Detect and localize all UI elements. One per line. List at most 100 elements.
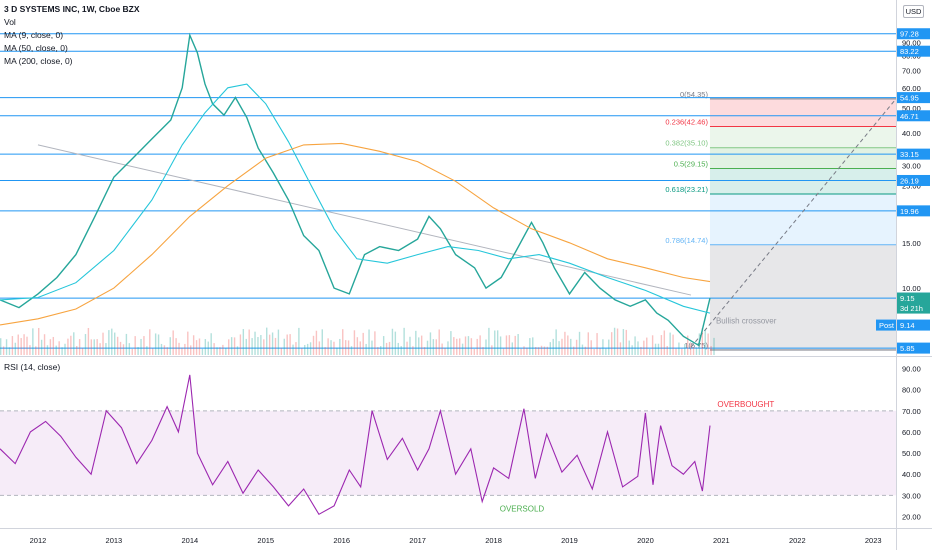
volume-bar [58,341,60,355]
level-tag [897,110,930,122]
volume-bar [46,345,49,355]
volume-bar [365,343,367,355]
volume-bar [190,345,192,355]
volume-bar [114,332,116,355]
volume-bar [152,348,154,355]
volume-bar [648,348,651,355]
rsi-tick: 80.00 [902,386,921,395]
volume-bar [406,341,408,355]
volume-bar [330,340,332,355]
volume-bar [610,332,613,355]
volume-bar [321,329,323,355]
price-tick: 10.00 [902,284,921,293]
level-tag-label: 33.15 [900,150,919,159]
fib-level-label: 0(54.35) [680,90,708,99]
volume-bar [707,333,709,355]
volume-bar [526,347,528,355]
rsi-title[interactable]: RSI (14, close) [4,362,61,372]
indicator-ma200[interactable]: MA (200, close, 0) [4,56,73,66]
volume-bar [596,333,598,355]
volume-bar [432,339,435,355]
volume-bar [251,338,253,355]
rsi-tick: 70.00 [902,407,921,416]
volume-bar [663,330,666,355]
indicator-vol[interactable]: Vol [4,17,16,27]
level-tag-label: 83.22 [900,47,919,56]
level-tag [897,148,930,160]
level-tag-label: 26.19 [900,176,919,185]
volume-bar [233,337,236,355]
volume-bar [76,346,78,355]
price-tag-label: 9.14 [900,321,915,330]
volume-bar [78,339,81,355]
currency-badge[interactable]: USD [903,5,924,18]
volume-bar [567,335,569,355]
volume-bar [184,343,186,355]
level-tag-label: 5.85 [900,344,915,353]
volume-bar [403,327,405,355]
volume-bar [558,341,560,355]
volume-bar [318,341,321,355]
volume-bar [157,334,160,355]
indicator-ma50[interactable]: MA (50, close, 0) [4,43,68,53]
volume-bar [546,346,549,355]
volume-bar [537,347,540,355]
level-tag-label: 46.71 [900,112,919,121]
volume-bar [172,330,174,355]
volume-bar [514,335,516,355]
volume-bar [704,329,706,355]
volume-bar [61,347,63,355]
level-tag-label: 97.28 [900,30,919,39]
volume-bar [181,347,183,355]
volume-bar [394,331,397,355]
volume-bar [646,337,648,355]
volume-bar [686,335,689,355]
fib-level-label: 0.382(35.10) [665,139,708,148]
volume-bar [333,341,335,355]
time-tick: 2020 [637,536,654,545]
fib-zone [709,244,896,351]
volume-bar [380,346,382,355]
volume-bar [643,340,645,355]
rsi-tick: 40.00 [902,470,921,479]
price-tag [897,302,930,314]
time-tick: 2012 [30,536,47,545]
volume-bar [467,336,470,355]
indicator-ma9[interactable]: MA (9, close, 0) [4,30,64,40]
volume-bar [453,337,455,355]
volume-bar [423,347,426,355]
volume-bar [228,339,230,355]
volume-bar [14,342,17,355]
volume-bar [230,337,233,355]
volume-bar [505,335,508,355]
volume-bar [628,340,630,355]
volume-bar [625,329,628,355]
volume-bar [517,334,519,355]
volume-bar [368,329,370,355]
volume-bar [35,346,37,355]
time-tick: 2015 [257,536,274,545]
volume-bar [666,346,668,355]
volume-bar [137,347,139,355]
volume-bar [17,334,19,355]
price-tick: 60.00 [902,84,921,93]
price-tick: 40.00 [902,129,921,138]
volume-bar [295,342,297,355]
volume-bar [201,348,204,355]
price-tick: 90.00 [902,38,921,47]
volume-bar [324,347,326,355]
series-close [0,32,711,347]
fib-zone [709,168,896,194]
rsi-tick: 50.00 [902,449,921,458]
volume-bar [412,346,414,355]
last-price-label: 9.15 [900,294,915,303]
volume-bar [496,330,499,355]
volume-bar [116,336,119,355]
volume-bar [637,341,639,355]
price-tick: 50.00 [902,104,921,113]
price-tag [876,319,896,331]
volume-bar [631,345,633,355]
oversold-label: OVERSOLD [500,504,545,513]
volume-bar [447,341,449,355]
